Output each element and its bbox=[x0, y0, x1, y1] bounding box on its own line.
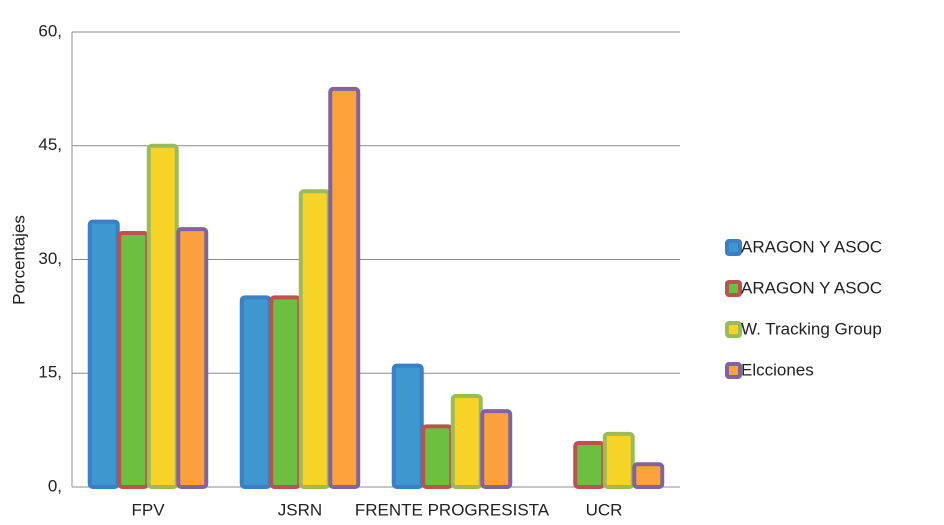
legend-label: Elcciones bbox=[741, 360, 814, 379]
y-tick-label: 30, bbox=[38, 249, 62, 268]
bar bbox=[239, 295, 272, 489]
bar bbox=[176, 227, 209, 490]
x-tick-label: JSRN bbox=[278, 500, 322, 519]
legend-label: ARAGON Y ASOC bbox=[741, 237, 882, 256]
x-tick-label: UCR bbox=[586, 500, 623, 519]
bar bbox=[87, 219, 120, 489]
bar bbox=[269, 295, 302, 489]
bar bbox=[573, 441, 606, 489]
bar bbox=[421, 424, 454, 490]
bar bbox=[391, 363, 424, 489]
bar bbox=[298, 189, 331, 489]
y-tick-label: 0, bbox=[48, 476, 62, 495]
legend-swatch bbox=[725, 280, 742, 297]
bar bbox=[146, 143, 179, 489]
y-tick-label: 45, bbox=[38, 135, 62, 154]
bar bbox=[117, 230, 150, 489]
legend-swatch bbox=[725, 362, 742, 379]
bar bbox=[450, 394, 483, 489]
y-axis-title: Porcentajes bbox=[9, 215, 28, 305]
x-tick-label: FPV bbox=[131, 500, 165, 519]
bar bbox=[328, 86, 361, 489]
y-tick-label: 60, bbox=[38, 21, 62, 40]
legend-swatch bbox=[725, 239, 742, 256]
bar bbox=[602, 431, 635, 489]
legend-label: W. Tracking Group bbox=[741, 319, 882, 338]
x-tick-label: FRENTE PROGRESISTA bbox=[355, 500, 550, 519]
legend-label: ARAGON Y ASOC bbox=[741, 278, 882, 297]
bar bbox=[632, 462, 665, 489]
bar bbox=[480, 409, 513, 489]
y-tick-label: 15, bbox=[38, 363, 62, 382]
legend-swatch bbox=[725, 321, 742, 338]
